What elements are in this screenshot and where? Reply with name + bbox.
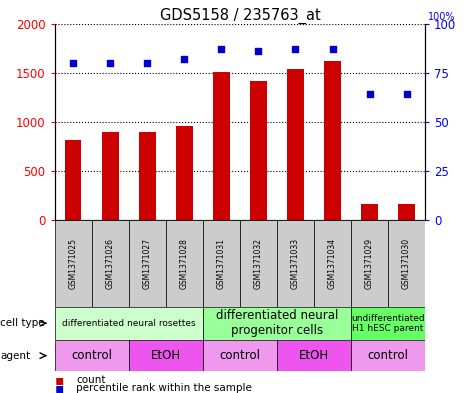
Text: EtOH: EtOH xyxy=(299,349,329,362)
FancyBboxPatch shape xyxy=(166,220,203,307)
Text: percentile rank within the sample: percentile rank within the sample xyxy=(76,383,252,393)
FancyBboxPatch shape xyxy=(55,220,92,307)
Text: 100%: 100% xyxy=(428,12,455,22)
Text: differentiated neural
progenitor cells: differentiated neural progenitor cells xyxy=(216,309,338,337)
Text: undifferentiated
H1 hESC parent: undifferentiated H1 hESC parent xyxy=(352,314,425,333)
Text: control: control xyxy=(219,349,260,362)
Bar xyxy=(65,140,82,220)
Text: count: count xyxy=(76,375,105,386)
Point xyxy=(106,60,114,66)
FancyBboxPatch shape xyxy=(351,307,425,340)
FancyBboxPatch shape xyxy=(314,220,351,307)
Text: differentiated neural rosettes: differentiated neural rosettes xyxy=(62,319,196,328)
FancyBboxPatch shape xyxy=(203,307,351,340)
Point xyxy=(292,46,299,52)
FancyBboxPatch shape xyxy=(55,340,129,371)
FancyBboxPatch shape xyxy=(351,220,388,307)
FancyBboxPatch shape xyxy=(92,220,129,307)
FancyBboxPatch shape xyxy=(203,220,240,307)
Text: GSM1371034: GSM1371034 xyxy=(328,238,337,289)
Text: GSM1371033: GSM1371033 xyxy=(291,238,300,289)
Text: ▪: ▪ xyxy=(55,381,64,393)
Bar xyxy=(398,204,415,220)
Point xyxy=(218,46,225,52)
Text: GSM1371029: GSM1371029 xyxy=(365,238,374,289)
FancyBboxPatch shape xyxy=(277,340,351,371)
FancyBboxPatch shape xyxy=(55,307,203,340)
Point xyxy=(143,60,151,66)
Text: EtOH: EtOH xyxy=(151,349,181,362)
FancyBboxPatch shape xyxy=(129,340,203,371)
Text: GSM1371027: GSM1371027 xyxy=(143,238,152,289)
Point xyxy=(403,91,410,97)
Bar xyxy=(176,126,193,220)
Text: GSM1371030: GSM1371030 xyxy=(402,238,411,289)
Text: agent: agent xyxy=(0,351,30,361)
Point xyxy=(329,46,336,52)
Bar xyxy=(139,132,156,220)
Bar xyxy=(213,72,230,220)
Text: GSM1371025: GSM1371025 xyxy=(69,238,77,289)
Point xyxy=(180,56,188,62)
Text: control: control xyxy=(368,349,408,362)
FancyBboxPatch shape xyxy=(129,220,166,307)
Text: GSM1371026: GSM1371026 xyxy=(106,238,114,289)
Point xyxy=(255,48,262,54)
FancyBboxPatch shape xyxy=(203,340,277,371)
Bar xyxy=(361,204,378,220)
FancyBboxPatch shape xyxy=(240,220,277,307)
FancyBboxPatch shape xyxy=(388,220,425,307)
FancyBboxPatch shape xyxy=(277,220,314,307)
Text: ▪: ▪ xyxy=(55,373,64,387)
Text: GSM1371032: GSM1371032 xyxy=(254,238,263,289)
Title: GDS5158 / 235763_at: GDS5158 / 235763_at xyxy=(160,7,320,24)
Bar xyxy=(287,69,304,220)
Bar xyxy=(102,132,119,220)
Text: GSM1371028: GSM1371028 xyxy=(180,238,189,289)
FancyBboxPatch shape xyxy=(351,340,425,371)
Point xyxy=(69,60,77,66)
Bar xyxy=(324,61,341,220)
Text: GSM1371031: GSM1371031 xyxy=(217,238,226,289)
Text: control: control xyxy=(71,349,112,362)
Point xyxy=(366,91,373,97)
Text: cell type: cell type xyxy=(0,318,45,328)
Bar xyxy=(250,81,267,220)
